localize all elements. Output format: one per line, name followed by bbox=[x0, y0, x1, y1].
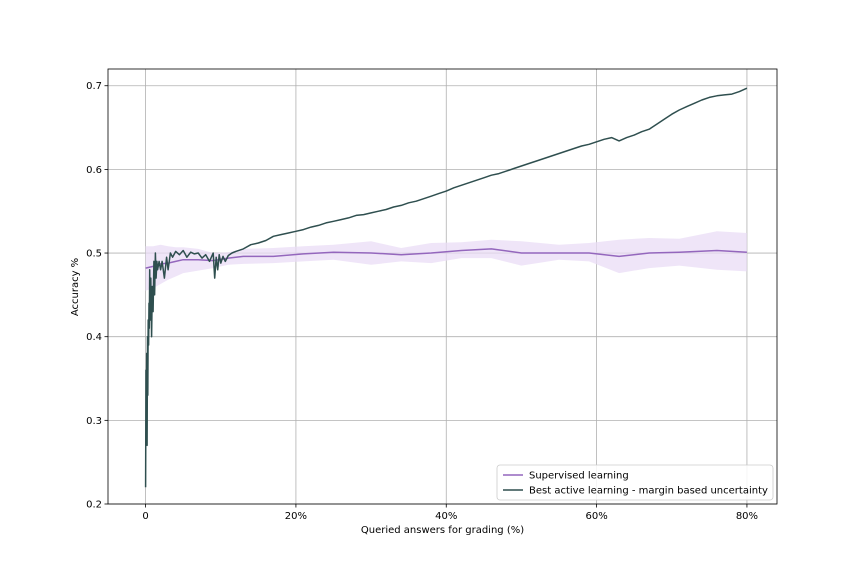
x-tick-label: 80% bbox=[736, 511, 758, 522]
series-0-confidence-band bbox=[145, 231, 747, 291]
x-tick-label: 20% bbox=[285, 511, 307, 522]
series-lines bbox=[144, 87, 748, 488]
x-axis-title: Queried answers for grading (%) bbox=[361, 525, 524, 536]
y-tick-label: 0.5 bbox=[86, 249, 102, 260]
legend: Supervised learning Best active learning … bbox=[496, 464, 774, 501]
series-1-line bbox=[144, 87, 748, 488]
y-tick-label: 0.7 bbox=[86, 81, 102, 92]
y-tick-label: 0.4 bbox=[86, 332, 102, 343]
plot-frame bbox=[107, 68, 778, 505]
y-tick-label: 0.2 bbox=[86, 500, 102, 511]
legend-box bbox=[496, 464, 774, 501]
y-tick-label: 0.3 bbox=[86, 416, 102, 427]
confidence-bands bbox=[145, 231, 747, 291]
y-tick-label: 0.6 bbox=[86, 165, 102, 176]
series-0-line bbox=[145, 248, 747, 269]
x-tick-label: 0 bbox=[142, 511, 148, 522]
y-axis-title: Accuracy % bbox=[70, 258, 81, 316]
x-axis-ticks: 0 20% 40% 60% 80% bbox=[142, 504, 758, 522]
x-tick-label: 60% bbox=[585, 511, 607, 522]
y-axis-ticks: 0.2 0.3 0.4 0.5 0.6 0.7 bbox=[86, 81, 108, 511]
legend-label: Supervised learning bbox=[529, 471, 629, 482]
legend-label: Best active learning - margin based unce… bbox=[529, 486, 768, 497]
x-tick-label: 40% bbox=[435, 511, 457, 522]
